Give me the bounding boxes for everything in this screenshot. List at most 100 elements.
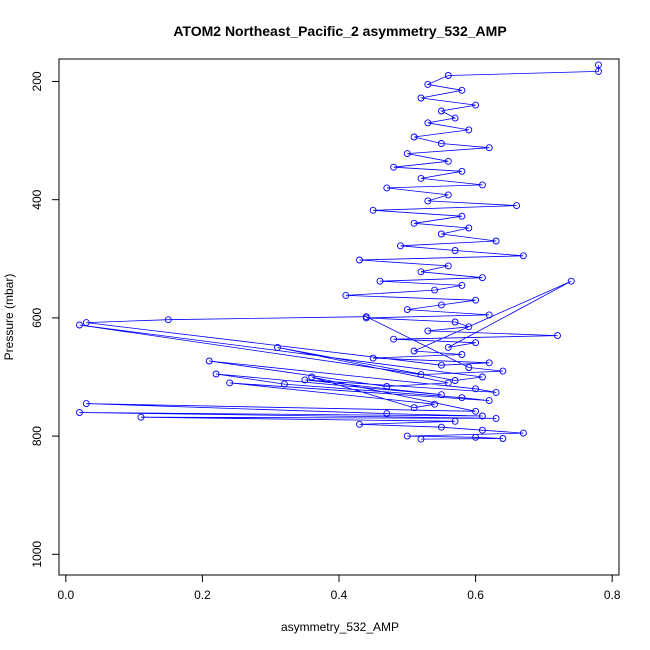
- data-point: [280, 380, 288, 388]
- data-point: [431, 400, 439, 408]
- data-point: [458, 167, 466, 175]
- data-point: [383, 383, 391, 390]
- x-tick-label: 0.4: [331, 588, 348, 602]
- data-point: [205, 357, 213, 365]
- data-point: [362, 313, 370, 321]
- data-point: [308, 373, 316, 381]
- x-tick-label: 0.2: [194, 588, 211, 602]
- data-point: [437, 107, 445, 115]
- data-point: [137, 413, 145, 421]
- data-point: [485, 144, 493, 152]
- data-point: [397, 242, 404, 250]
- series-line: [79, 64, 599, 440]
- data-point: [390, 335, 398, 343]
- y-tick-label: 600: [30, 308, 44, 328]
- data-point: [513, 202, 521, 210]
- data-point: [485, 397, 493, 405]
- y-tick-label: 400: [30, 189, 44, 209]
- data-point: [437, 423, 445, 431]
- data-point: [417, 435, 425, 443]
- data-point: [458, 394, 466, 402]
- data-point: [369, 206, 377, 214]
- x-tick-label: 0.8: [604, 588, 621, 602]
- data-point: [417, 94, 425, 102]
- data-point: [437, 301, 445, 309]
- y-axis-label: Pressure (mbar): [2, 274, 16, 361]
- x-axis: 0.0 0.2 0.4 0.6 0.8: [57, 574, 621, 602]
- data-point: [492, 414, 500, 422]
- data-point: [383, 410, 391, 418]
- data-point: [437, 230, 445, 238]
- data-point: [164, 316, 172, 324]
- data-point: [465, 364, 473, 371]
- data-point: [458, 86, 466, 94]
- data-point: [383, 184, 391, 192]
- data-point: [410, 347, 418, 355]
- data-point: [342, 291, 350, 299]
- data-point: [76, 321, 83, 329]
- x-axis-label: asymmetry_532_AMP: [281, 620, 399, 634]
- data-point: [465, 126, 473, 134]
- data-point: [444, 262, 452, 270]
- data-point: [451, 417, 459, 425]
- data-point: [444, 379, 452, 387]
- data-point: [472, 407, 480, 415]
- data-point: [492, 388, 500, 396]
- data-point: [437, 391, 445, 399]
- data-point: [485, 311, 493, 319]
- y-tick-label: 1000: [30, 541, 44, 568]
- data-point: [369, 354, 377, 362]
- data-point: [410, 219, 418, 227]
- data-point: [492, 237, 500, 245]
- data-point: [567, 277, 575, 285]
- data-point: [444, 191, 452, 199]
- data-point: [458, 281, 466, 289]
- data-point: [519, 429, 527, 437]
- x-tick-label: 0.0: [57, 588, 74, 602]
- data-point: [226, 379, 234, 387]
- data-point: [478, 181, 486, 189]
- data-point: [431, 286, 439, 294]
- data-point: [444, 72, 452, 79]
- y-tick-label: 200: [30, 71, 44, 91]
- data-point: [356, 256, 363, 264]
- data-point: [424, 327, 432, 335]
- data-point: [376, 277, 384, 285]
- data-point: [451, 247, 459, 254]
- data-point: [417, 174, 425, 182]
- data-point: [356, 420, 363, 428]
- data-point: [444, 343, 452, 351]
- data-point: [410, 133, 418, 141]
- data-point: [424, 197, 432, 205]
- data-point: [76, 409, 83, 416]
- data-point: [82, 400, 90, 408]
- data-point: [212, 370, 220, 378]
- data-point: [478, 274, 486, 282]
- data-point: [417, 371, 425, 379]
- data-point: [424, 80, 432, 88]
- data-point: [478, 412, 486, 420]
- data-point: [499, 367, 507, 375]
- data-point: [472, 385, 480, 393]
- data-point: [458, 351, 466, 358]
- data-point: [472, 433, 480, 441]
- data-point: [472, 101, 480, 109]
- data-point: [301, 376, 309, 384]
- data-point: [472, 296, 480, 304]
- data-point: [478, 426, 486, 434]
- data-point: [424, 119, 432, 127]
- data-point: [451, 318, 459, 326]
- data-point: [485, 359, 493, 367]
- data-point: [499, 435, 507, 442]
- data-point: [478, 373, 486, 381]
- data-point: [417, 268, 425, 276]
- data-point: [554, 332, 561, 340]
- chart-title: ATOM2 Northeast_Pacific_2 asymmetry_532_…: [173, 23, 506, 39]
- data-point: [595, 61, 602, 69]
- data-point: [410, 404, 418, 412]
- data-point: [437, 140, 445, 147]
- data-point: [444, 157, 452, 165]
- data-point: [458, 212, 466, 220]
- data-point: [451, 114, 459, 122]
